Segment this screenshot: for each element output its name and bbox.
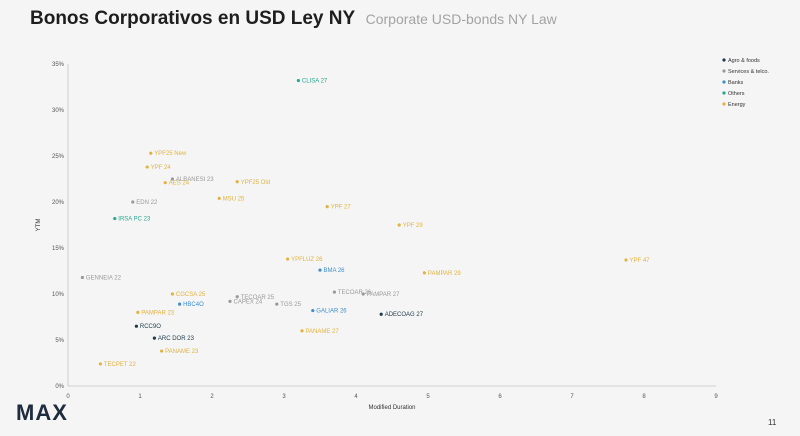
data-point	[113, 216, 117, 221]
point-label: BMA 26	[324, 268, 346, 274]
point-label: YPF25 Old	[241, 180, 270, 186]
data-point	[163, 181, 167, 185]
point-label: YPF 24	[151, 165, 172, 171]
data-point	[170, 177, 174, 181]
data-point	[160, 349, 164, 353]
point-label: YPF 27	[331, 205, 352, 211]
title-row: Bonos Corporativos en USD Ley NY Corpora…	[30, 8, 557, 30]
data-point	[311, 308, 315, 313]
point-label: TECOAR 26	[338, 290, 372, 296]
data-point	[134, 324, 138, 328]
y-tick-label: 0%	[55, 384, 64, 390]
y-tick-label: 25%	[52, 154, 65, 160]
data-point	[332, 290, 336, 294]
point-label: CGCSA 25	[176, 292, 206, 298]
legend-marker	[722, 102, 726, 106]
point-label: AES 24	[169, 181, 190, 187]
data-point	[136, 310, 140, 314]
point-label: ALBANESI 23	[176, 177, 214, 183]
data-point	[422, 271, 426, 275]
point-label: HBC4O	[183, 302, 204, 308]
x-tick-label: 0	[66, 394, 70, 400]
data-point	[228, 299, 232, 303]
x-tick-label: 8	[642, 394, 646, 400]
data-point	[178, 302, 182, 306]
data-point	[235, 295, 239, 299]
data-point	[318, 268, 322, 272]
point-label: PANAME 23	[165, 349, 199, 355]
data-point	[149, 151, 153, 155]
x-tick-label: 9	[714, 394, 718, 400]
point-label: PAMPAR 29	[428, 271, 461, 277]
data-point	[152, 336, 156, 340]
x-axis-label: Modified Duration	[368, 405, 415, 411]
data-point	[235, 180, 239, 184]
legend-label: Others	[728, 91, 745, 97]
y-tick-label: 20%	[52, 200, 65, 206]
data-point	[131, 200, 135, 204]
legend-marker	[722, 69, 726, 73]
data-point	[361, 292, 365, 296]
point-label: GENNEIA 22	[86, 275, 122, 281]
data-point	[80, 275, 84, 280]
y-tick-label: 15%	[52, 246, 65, 252]
data-point	[300, 329, 304, 333]
y-tick-label: 5%	[55, 338, 64, 344]
point-label: PAMPAR 23	[141, 310, 174, 316]
legend-label: Banks	[728, 80, 744, 86]
data-point	[170, 292, 174, 296]
point-label: YPF25 New	[154, 151, 187, 157]
data-point	[325, 205, 329, 209]
y-tick-label: 35%	[52, 62, 65, 68]
data-point	[397, 223, 401, 227]
legend-label: Services & telco.	[728, 69, 769, 75]
point-label: PAMPAR 27	[367, 292, 400, 298]
x-tick-label: 6	[498, 394, 502, 400]
point-label: PANAME 27	[306, 329, 340, 335]
data-point	[296, 78, 300, 83]
point-label: TECOAR 25	[241, 295, 275, 301]
y-axis-label: YTM	[36, 219, 42, 232]
data-point	[379, 312, 383, 316]
point-label: RCC9O	[140, 324, 161, 330]
point-label: ADECOAG 27	[385, 312, 424, 318]
point-label: TGS 25	[280, 302, 301, 308]
point-label: EDN 22	[136, 200, 158, 206]
point-label: TECPET 22	[104, 362, 137, 368]
point-label: CLISA 27	[302, 79, 328, 85]
data-point	[98, 362, 102, 366]
point-label: YPF 47	[630, 258, 651, 264]
x-tick-label: 4	[354, 394, 358, 400]
point-label: GALIAR 26	[316, 309, 347, 315]
point-label: YPF 29	[403, 223, 424, 229]
x-tick-label: 3	[282, 394, 286, 400]
max-logo: MAX	[16, 400, 68, 425]
legend-label: Agro & foods	[728, 58, 760, 64]
data-point	[286, 257, 290, 261]
x-tick-label: 1	[138, 394, 142, 400]
data-point	[217, 196, 221, 200]
x-tick-label: 7	[570, 394, 574, 400]
data-point	[624, 258, 628, 262]
data-point	[145, 165, 149, 169]
page-subtitle: Corporate USD-bonds NY Law	[365, 11, 557, 27]
page-title: Bonos Corporativos en USD Ley NY	[30, 8, 356, 29]
y-tick-label: 10%	[52, 292, 65, 298]
x-tick-label: 2	[210, 394, 214, 400]
point-label: YPFLUZ 26	[291, 257, 323, 263]
legend-marker	[722, 58, 726, 62]
legend-marker	[722, 91, 726, 95]
point-label: ARC DOR 23	[158, 336, 195, 342]
legend-label: Energy	[728, 102, 746, 108]
legend-marker	[722, 80, 726, 84]
y-tick-label: 30%	[52, 108, 65, 114]
point-label: IRSA PC 23	[118, 217, 151, 223]
point-label: CAPEX 24	[234, 299, 263, 305]
point-label: MSU 25	[223, 196, 245, 202]
data-point	[275, 302, 279, 306]
x-tick-label: 5	[426, 394, 430, 400]
page-number: 11	[768, 418, 777, 427]
